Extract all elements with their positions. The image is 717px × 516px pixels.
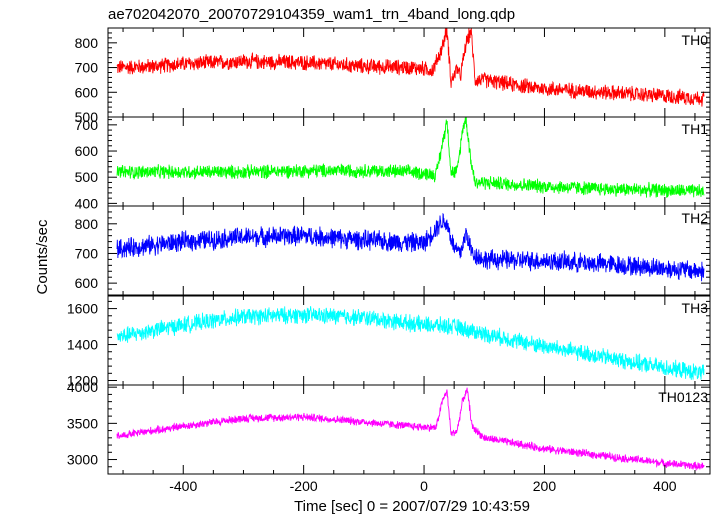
panel-frame <box>107 205 711 296</box>
panel-label: TH1 <box>682 121 709 137</box>
y-tick-label: 500 <box>75 169 99 185</box>
x-tick-label: -400 <box>169 478 197 494</box>
panel-frame <box>107 384 711 475</box>
y-tick-label: 600 <box>75 275 99 291</box>
series-line-th0123 <box>116 387 705 471</box>
y-tick-label: 700 <box>75 245 99 261</box>
y-tick-label: 4000 <box>67 379 98 395</box>
y-tick-label: 700 <box>75 117 99 133</box>
x-tick-label: 0 <box>420 478 428 494</box>
panel-th1: 400 500 600 700 TH1 <box>75 116 711 211</box>
series-line-th1 <box>116 117 705 198</box>
x-axis-title: Time [sec] 0 = 2007/07/29 10:43:59 <box>294 498 530 515</box>
series-line-th0 <box>116 28 705 107</box>
y-axis-title: Counts/sec <box>34 219 51 295</box>
panel-frame <box>107 116 711 207</box>
y-tick-label: 800 <box>75 216 99 232</box>
y-tick-label: 600 <box>75 84 99 100</box>
y-tick-label: 700 <box>75 60 99 76</box>
panel-th2: 600 700 800 TH2 <box>75 205 711 296</box>
panel-label: TH2 <box>682 210 709 226</box>
y-tick-label: 3500 <box>67 415 98 431</box>
y-tick-label: 800 <box>75 35 99 51</box>
panel-th0123: 3000 3500 4000 TH0123 <box>67 379 711 475</box>
y-tick-label: 1400 <box>67 337 98 353</box>
panel-label: TH3 <box>682 300 709 316</box>
series-line-th2 <box>116 212 705 282</box>
y-tick-label: 3000 <box>67 452 98 468</box>
panel-label: TH0 <box>682 32 709 48</box>
x-tick-label: 200 <box>533 478 557 494</box>
x-tick-label: -200 <box>290 478 318 494</box>
y-tick-label: 500 <box>75 109 99 125</box>
chart-title: ae702042070_20070729104359_wam1_trn_4ban… <box>108 6 515 23</box>
panels-group: 500 600 700 800 TH0 400 500 600 700 TH1 600 700 800 T… <box>67 27 711 494</box>
panel-th0: 500 600 700 800 TH0 <box>75 27 711 125</box>
y-tick-label: 1200 <box>67 373 98 389</box>
y-tick-label: 1600 <box>67 301 98 317</box>
x-tick-label: 400 <box>653 478 677 494</box>
panel-frame <box>107 295 711 386</box>
y-tick-label: 600 <box>75 143 99 159</box>
panel-th3: 1200 1400 1600 TH3 <box>67 295 711 389</box>
panel-label: TH0123 <box>658 389 708 405</box>
y-tick-label: 400 <box>75 195 99 211</box>
series-line-th3 <box>116 306 705 380</box>
